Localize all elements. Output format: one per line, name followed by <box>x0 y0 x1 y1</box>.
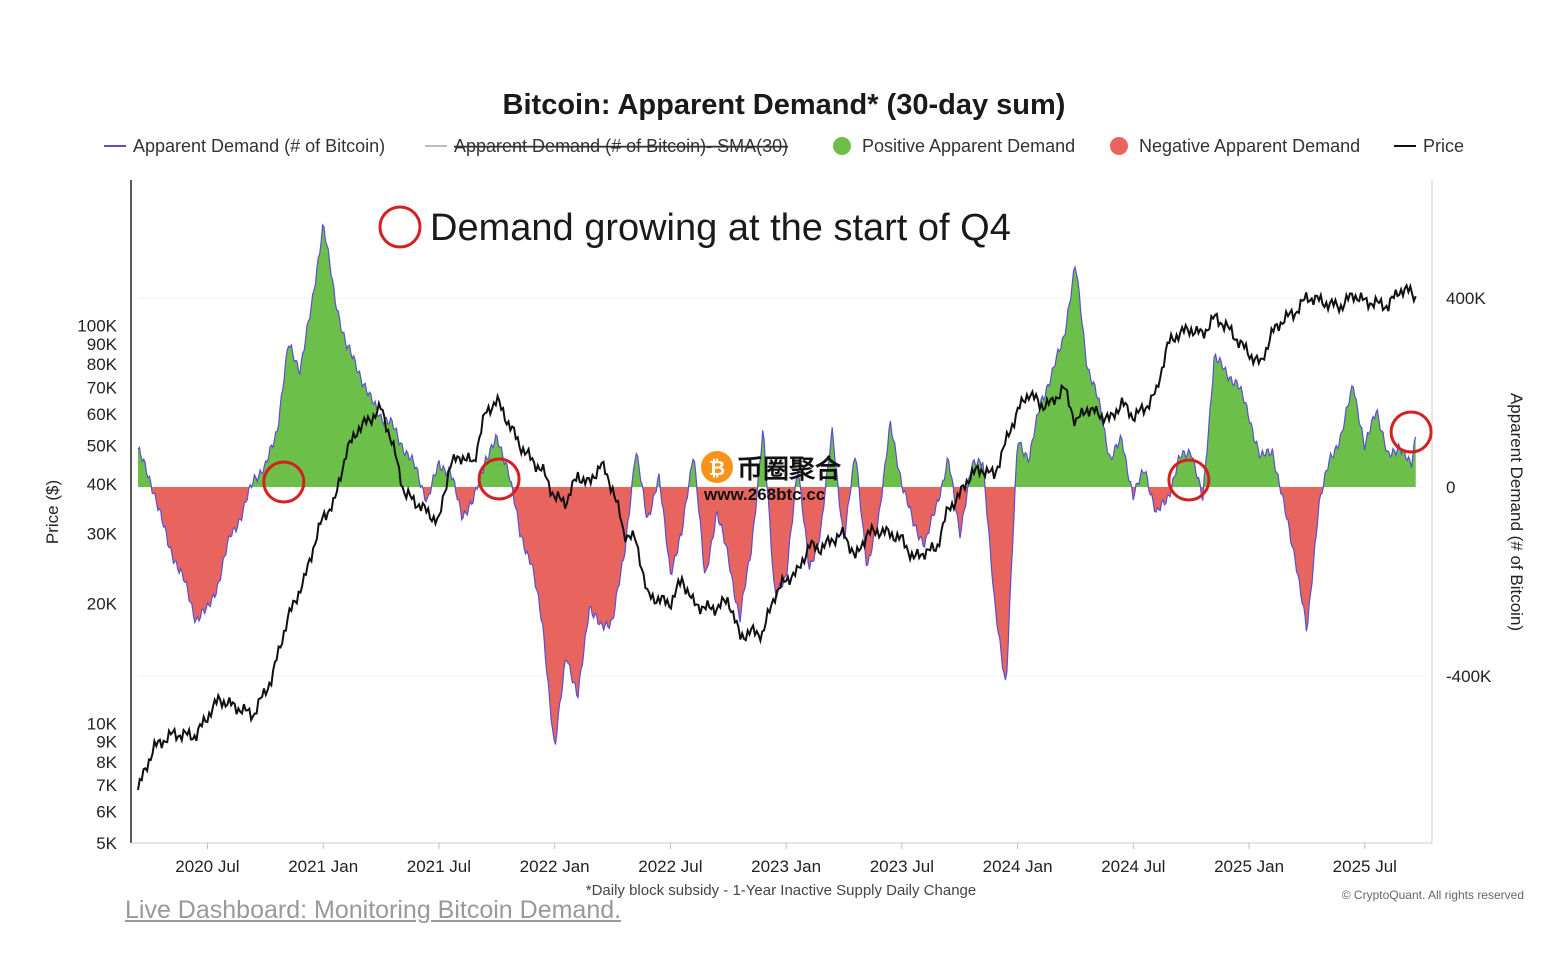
negative-demand-area <box>138 487 1416 745</box>
watermark-text: 币圈聚合 <box>737 454 842 484</box>
bitcoin-icon <box>701 451 733 483</box>
annotation-text: Demand growing at the start of Q4 <box>430 207 1011 249</box>
right-tick-label: 400K <box>1446 289 1486 308</box>
left-tick-label: 40K <box>87 475 118 494</box>
copyright: © CryptoQuant. All rights reserved <box>1342 888 1524 902</box>
right-tick-label: 0 <box>1446 478 1455 497</box>
left-tick-label: 5K <box>96 834 117 853</box>
x-tick-label: 2024 Jul <box>1101 857 1165 876</box>
right-axis-title: Apparent Demand (# of Bitcoin) <box>1507 393 1526 631</box>
legend-swatch <box>1110 137 1128 155</box>
price-line <box>137 282 1417 791</box>
legend-label: Price <box>1423 136 1464 156</box>
left-tick-label: 60K <box>87 405 118 424</box>
legend-item[interactable]: Positive Apparent Demand <box>833 136 1075 156</box>
legend-label: Positive Apparent Demand <box>862 136 1075 156</box>
positive-demand-area <box>138 224 1416 487</box>
price-line-layer <box>137 282 1417 791</box>
left-tick-label: 80K <box>87 355 118 374</box>
x-tick-label: 2023 Jan <box>751 857 821 876</box>
legend-swatch <box>833 137 851 155</box>
legend-label: Apparent Demand (# of Bitcoin)- SMA(30) <box>454 136 788 156</box>
right-tick-label: -400K <box>1446 667 1492 686</box>
legend-label: Negative Apparent Demand <box>1139 136 1360 156</box>
x-tick-label: 2021 Jan <box>288 857 358 876</box>
watermark-url: www.268btc.cc <box>703 485 825 504</box>
x-tick-label: 2022 Jul <box>638 857 702 876</box>
legend-item[interactable]: Apparent Demand (# of Bitcoin)- SMA(30) <box>425 136 788 156</box>
x-axis-ticks: 2020 Jul 2021 Jan 2021 Jul 2022 Jan 2022 Jul… <box>175 843 1397 876</box>
left-tick-label: 6K <box>96 803 117 822</box>
legend-item[interactable]: Price <box>1394 136 1464 156</box>
svg-text:₿: ₿ <box>709 458 725 480</box>
x-tick-label: 2020 Jul <box>175 857 239 876</box>
left-tick-label: 50K <box>87 436 118 455</box>
left-tick-label: 20K <box>87 595 118 614</box>
left-tick-label: 7K <box>96 776 117 795</box>
x-tick-label: 2023 Jul <box>870 857 934 876</box>
live-dashboard-link[interactable]: Live Dashboard: Monitoring Bitcoin Deman… <box>125 896 622 924</box>
left-tick-label: 9K <box>96 733 117 752</box>
highlight-circle <box>1389 410 1433 454</box>
left-tick-label: 70K <box>87 378 118 397</box>
left-tick-label: 90K <box>87 335 118 354</box>
x-tick-label: 2021 Jul <box>407 857 471 876</box>
right-axis-ticks: 400K 0 -400K <box>1446 289 1492 686</box>
annotation-circle-icon <box>378 205 422 249</box>
legend-item[interactable]: Apparent Demand (# of Bitcoin) <box>104 136 385 156</box>
chart-title: Bitcoin: Apparent Demand* (30-day sum) <box>503 89 1066 121</box>
highlight-circle <box>262 460 306 504</box>
left-tick-label: 30K <box>87 525 118 544</box>
x-tick-label: 2024 Jan <box>983 857 1053 876</box>
left-tick-label: 100K <box>77 317 117 336</box>
footnote: *Daily block subsidy - 1-Year Inactive S… <box>586 882 976 899</box>
highlight-circles <box>262 410 1433 504</box>
legend-item[interactable]: Negative Apparent Demand <box>1110 136 1360 156</box>
left-tick-label: 8K <box>96 753 117 772</box>
left-tick-label: 10K <box>87 714 118 733</box>
highlight-circle <box>477 457 521 501</box>
x-tick-label: 2025 Jan <box>1214 857 1284 876</box>
x-tick-label: 2025 Jul <box>1333 857 1397 876</box>
watermark: ₿ 币圈聚合 www.268btc.cc <box>701 451 842 504</box>
legend-label: Apparent Demand (# of Bitcoin) <box>133 136 385 156</box>
left-axis-title: Price ($) <box>43 480 62 544</box>
chart-legend: Apparent Demand (# of Bitcoin) Apparent D… <box>104 136 1464 156</box>
highlight-circle <box>1167 458 1211 502</box>
x-tick-label: 2022 Jan <box>520 857 590 876</box>
